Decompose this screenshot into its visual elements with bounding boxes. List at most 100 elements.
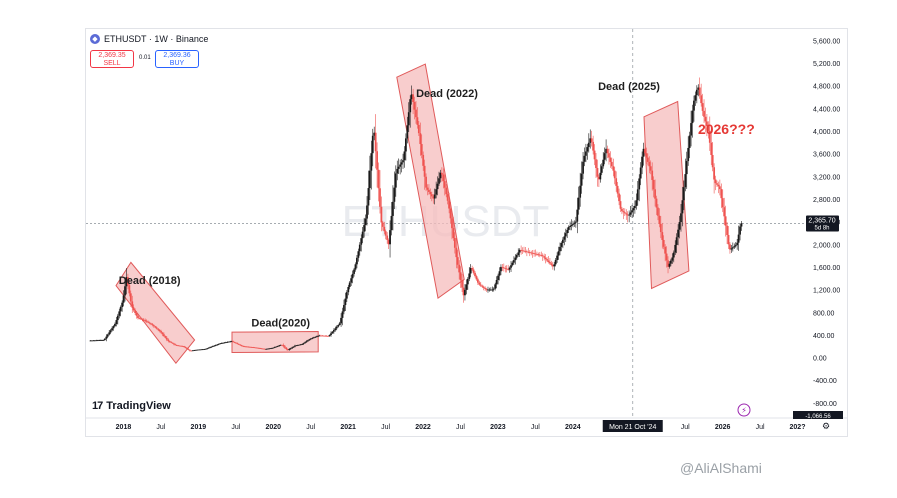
candle-body	[567, 227, 570, 230]
candle-body	[259, 348, 262, 349]
candle-body	[695, 89, 698, 96]
candle-body	[223, 342, 226, 344]
y-tick-label: 2,000.00	[813, 242, 840, 249]
candle-body	[116, 315, 119, 321]
candle-body	[358, 244, 361, 252]
candle-body	[436, 183, 439, 190]
candle-body	[577, 197, 580, 210]
candle-body	[406, 125, 409, 139]
candle-body	[533, 253, 535, 255]
y-tick-label: -800.00	[813, 401, 837, 408]
y-tick-label: 800.00	[813, 310, 835, 317]
candle-body	[155, 327, 158, 329]
candle-body	[603, 153, 606, 160]
candle-body	[328, 335, 331, 337]
sell-button[interactable]: 2,369.35 SELL	[90, 50, 134, 68]
candle-body	[330, 333, 332, 336]
candle-body	[276, 345, 279, 347]
candle-body	[429, 191, 432, 195]
candle-body	[635, 200, 638, 206]
candle-body	[670, 260, 672, 264]
buy-button[interactable]: 2,369.36 BUY	[155, 50, 199, 68]
candle-body	[504, 268, 507, 269]
candle-body	[691, 110, 694, 124]
candle-body	[147, 321, 149, 323]
candle-body	[675, 237, 678, 245]
candle-body	[442, 174, 445, 182]
candle-body	[194, 349, 197, 351]
candle-body	[344, 298, 347, 306]
candle-body	[644, 148, 646, 154]
candle-body	[484, 287, 487, 289]
dead-zone-box	[115, 261, 196, 365]
y-tick-label: 0.00	[813, 356, 827, 363]
candle-body	[314, 336, 317, 338]
candle-body	[332, 330, 335, 332]
candle-body	[109, 330, 112, 333]
candle-body	[491, 289, 494, 291]
candle-body	[569, 225, 571, 228]
candle-body	[331, 331, 334, 334]
candle-body	[265, 348, 268, 350]
candle-body	[451, 218, 453, 229]
candle-body	[190, 350, 193, 352]
candle-body	[181, 346, 184, 347]
candle-body	[546, 259, 548, 261]
candle-body	[502, 267, 505, 269]
candle-body	[299, 344, 302, 346]
candle-body	[307, 340, 309, 342]
candle-body	[357, 251, 360, 258]
candle-body	[321, 335, 324, 337]
candle-body	[698, 87, 701, 96]
candle-body	[587, 142, 590, 148]
candle-body	[206, 348, 209, 350]
candle-body	[216, 344, 219, 346]
candle-body	[482, 286, 485, 288]
candle-body	[214, 345, 217, 346]
candle-body	[449, 208, 452, 219]
candle-body	[739, 226, 741, 235]
y-tick-label: 4,400.00	[813, 106, 840, 113]
candle-body	[184, 347, 187, 348]
candle-body	[593, 150, 596, 160]
candle-body	[736, 242, 739, 246]
candle-body	[737, 234, 740, 243]
candle-body	[631, 210, 633, 213]
x-tick-label: Jul	[156, 424, 165, 431]
candle-body	[371, 135, 374, 154]
candle-body	[622, 211, 625, 213]
candle-body	[325, 335, 328, 337]
candle-body	[492, 288, 495, 290]
candle-body	[557, 251, 560, 256]
candle-body	[616, 185, 619, 194]
candle-body	[302, 343, 305, 345]
candle-body	[659, 223, 662, 233]
candle-body	[403, 151, 406, 161]
candle-body	[455, 247, 458, 258]
buy-price: 2,369.36	[163, 52, 191, 59]
candle-body	[148, 322, 151, 324]
candle-body	[177, 345, 180, 347]
symbol-header[interactable]: ◆ ETHUSDT · 1W · Binance	[90, 34, 208, 44]
candle-body	[187, 348, 190, 350]
candle-body	[341, 311, 344, 318]
candle-body	[309, 338, 312, 340]
candle-body	[518, 249, 521, 253]
candle-body	[727, 234, 730, 245]
candle-body	[544, 257, 547, 260]
candle-body	[652, 179, 655, 190]
candle-body	[685, 161, 688, 175]
candle-body	[456, 257, 459, 265]
last-price-tag	[806, 215, 839, 232]
candle-body	[389, 230, 391, 245]
tradingview-logo: 17 TradingView	[92, 400, 171, 412]
candle-body	[543, 256, 546, 258]
candle-body	[559, 246, 561, 252]
candle-body	[263, 348, 266, 350]
candle-body	[291, 347, 294, 349]
candle-body	[541, 255, 544, 257]
candle-body	[312, 337, 315, 339]
candle-body	[93, 340, 96, 342]
candle-body	[576, 209, 579, 222]
